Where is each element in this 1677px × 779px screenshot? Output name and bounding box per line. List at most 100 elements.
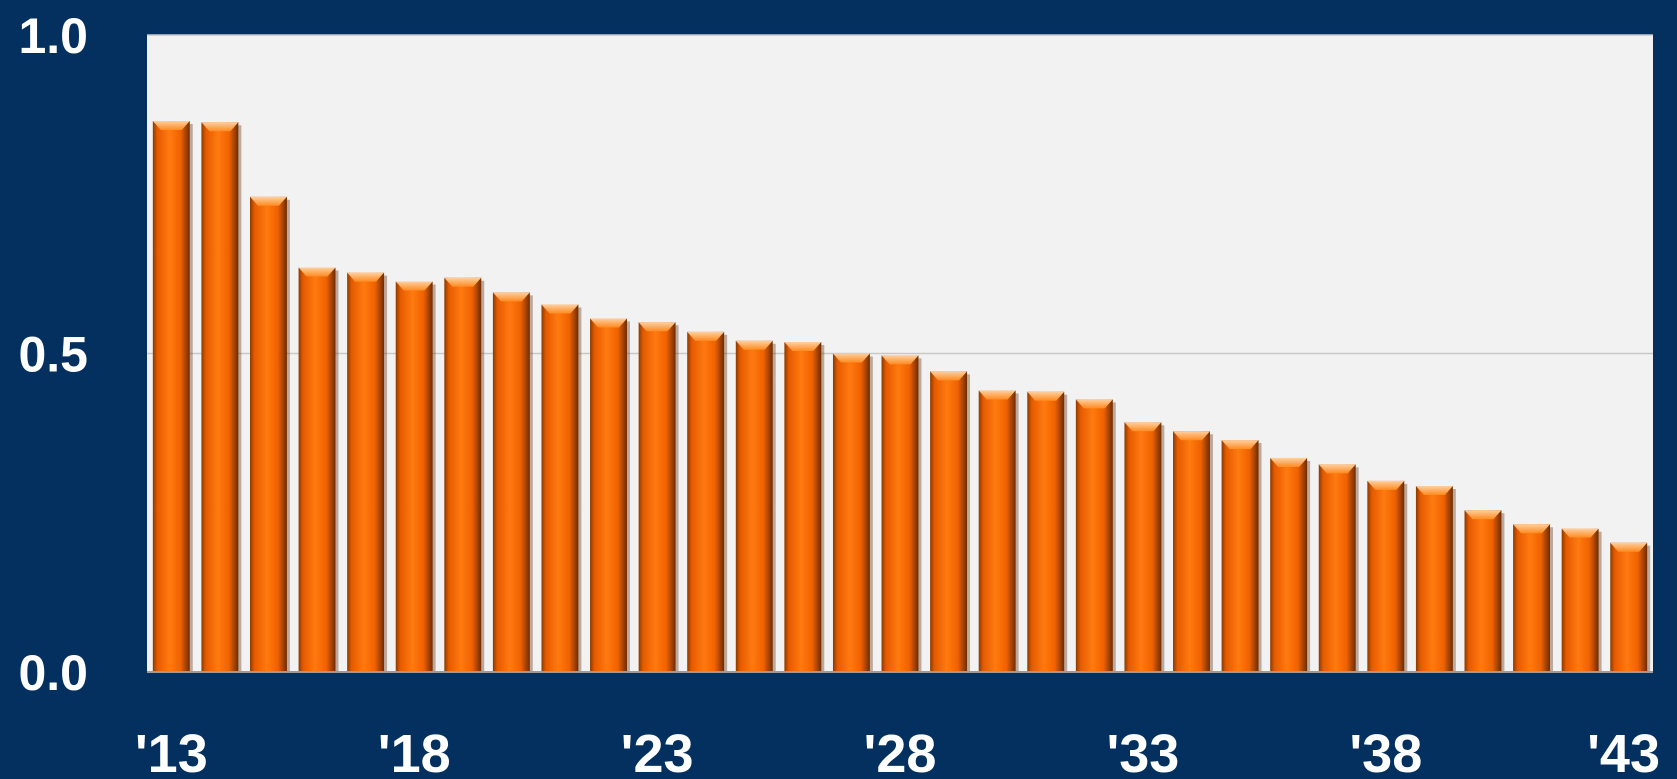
bar	[1415, 485, 1456, 672]
bar-cap	[444, 277, 482, 287]
bar	[1610, 542, 1651, 672]
bar-body	[687, 331, 725, 672]
bar-cap	[492, 292, 530, 302]
bar	[930, 371, 971, 672]
bar-body	[1270, 457, 1308, 672]
bar	[881, 355, 922, 672]
bar	[347, 272, 388, 672]
bar-body	[1464, 510, 1502, 672]
bar-cap	[152, 120, 190, 130]
bar	[735, 340, 776, 672]
bar	[541, 304, 582, 672]
bar	[1027, 391, 1068, 672]
bar	[1513, 524, 1554, 672]
bar-cap	[687, 331, 725, 341]
x-tick-label: '38	[1349, 724, 1422, 779]
bar-cap	[638, 322, 676, 332]
x-axis-ticks: '13 '18 '23 '28 '33 '38 '43	[135, 724, 1660, 779]
bar-cap	[1075, 399, 1113, 409]
bar-body	[735, 340, 773, 672]
bar-body	[444, 277, 482, 672]
bar-cap	[881, 355, 919, 365]
bar-body	[541, 304, 579, 672]
bar-cap	[298, 267, 336, 277]
bar	[1464, 510, 1505, 672]
bar-body	[1513, 524, 1551, 672]
bar-body	[298, 267, 336, 672]
bar-body	[395, 281, 433, 672]
bars	[152, 120, 1651, 673]
bar-cap	[1464, 510, 1502, 520]
bar	[444, 277, 485, 672]
x-tick-label: '28	[864, 724, 937, 779]
bar	[978, 390, 1019, 672]
bar-body	[249, 196, 287, 672]
bar-cap	[1270, 457, 1308, 467]
bar-cap	[1173, 431, 1210, 441]
x-tick-label: '23	[621, 724, 694, 779]
bar-body	[930, 371, 968, 672]
x-tick-label: '33	[1106, 724, 1179, 779]
bar-body	[1610, 542, 1648, 672]
bar-body	[1173, 431, 1210, 672]
bar-body	[1561, 528, 1599, 672]
bar-body	[978, 390, 1016, 672]
bar-body	[784, 342, 822, 672]
bar-body	[492, 292, 530, 672]
bar-body	[152, 120, 190, 673]
x-tick-label: '13	[135, 724, 208, 779]
bar	[638, 322, 679, 672]
bar-cap	[590, 318, 627, 328]
bar-cap	[784, 342, 822, 352]
bar	[1124, 422, 1165, 672]
x-tick-label: '43	[1587, 724, 1660, 779]
bar-cap	[978, 390, 1016, 400]
bar-cap	[1561, 528, 1599, 538]
bar-body	[201, 122, 239, 673]
y-axis-ticks: 1.0 0.5 0.0	[18, 8, 88, 701]
bar	[201, 122, 242, 673]
bar	[1221, 440, 1262, 672]
bar-cap	[201, 122, 239, 132]
bar-cap	[249, 196, 287, 206]
bar-cap	[1513, 524, 1551, 534]
bar-cap	[395, 281, 433, 291]
bar-cap	[1367, 480, 1405, 490]
bar	[1173, 431, 1213, 672]
bar-body	[1415, 485, 1453, 672]
bar-cap	[1027, 391, 1065, 401]
x-tick-label: '18	[378, 724, 451, 779]
bar	[687, 331, 728, 672]
y-tick-label: 1.0	[18, 8, 88, 64]
bar	[784, 342, 825, 672]
bar-body	[590, 318, 627, 672]
bar-body	[832, 353, 870, 672]
bar-body	[1075, 399, 1113, 672]
bar-cap	[1124, 422, 1162, 432]
bar-cap	[735, 340, 773, 350]
bar	[1318, 464, 1359, 672]
bar-body	[638, 322, 676, 672]
bar-cap	[347, 272, 385, 282]
bar	[152, 120, 193, 673]
bar-body	[1367, 480, 1405, 672]
bar	[298, 267, 339, 672]
bar	[395, 281, 436, 672]
y-tick-label: 0.5	[18, 327, 88, 383]
bar-body	[881, 355, 919, 672]
bar-body	[1124, 422, 1162, 672]
bar	[1367, 480, 1408, 672]
bar-cap	[1318, 464, 1356, 474]
bar-cap	[1221, 440, 1259, 450]
bar	[590, 318, 630, 672]
bar-body	[347, 272, 385, 672]
bar-cap	[541, 304, 579, 314]
bar	[1270, 457, 1311, 672]
bar	[249, 196, 290, 672]
bar	[492, 292, 533, 672]
bar	[1075, 399, 1116, 672]
bar-cap	[832, 353, 870, 363]
bar-cap	[1610, 542, 1648, 552]
